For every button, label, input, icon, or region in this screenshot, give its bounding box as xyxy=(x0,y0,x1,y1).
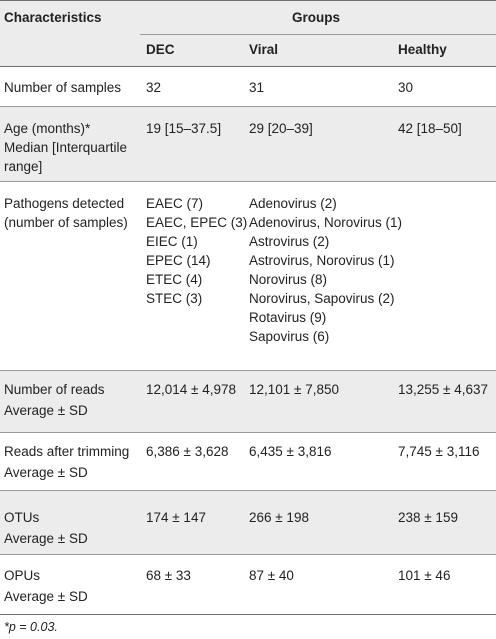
row-divider xyxy=(0,370,496,371)
cell-viral-pathogens: Adenovirus (2) Adenovirus, Norovirus (1)… xyxy=(249,194,402,346)
row-label-line1: Number of reads xyxy=(4,382,105,397)
pathogen-item: Norovirus (8) xyxy=(249,272,328,287)
header-bottom-rule xyxy=(0,66,496,67)
cell-dec: 174 ± 147 xyxy=(146,510,206,525)
cell-viral: 6,435 ± 3,816 xyxy=(249,444,332,459)
cell-healthy: 42 [18–50] xyxy=(398,121,462,136)
groups-rule xyxy=(140,34,496,35)
cell-viral: 266 ± 198 xyxy=(249,510,309,525)
cell-dec: 6,386 ± 3,628 xyxy=(146,444,229,459)
cell-healthy: 13,255 ± 4,637 xyxy=(398,382,488,397)
header-viral: Viral xyxy=(249,42,279,57)
header-characteristics: Characteristics xyxy=(4,10,102,25)
row-band xyxy=(0,491,496,554)
row-label: Number of samples xyxy=(4,80,122,95)
cell-viral: 31 xyxy=(249,80,265,95)
row-label-line2: Average ± SD xyxy=(4,531,88,546)
pathogen-item: STEC (3) xyxy=(146,291,203,306)
pathogen-item: Adenovirus, Norovirus (1) xyxy=(249,215,403,230)
row-divider xyxy=(0,490,496,491)
cell-healthy: 101 ± 46 xyxy=(398,568,451,583)
row-band xyxy=(0,371,496,432)
cell-dec: 68 ± 33 xyxy=(146,568,191,583)
cell-viral: 29 [20–39] xyxy=(249,121,313,136)
row-label-line2: Average ± SD xyxy=(4,403,88,418)
pathogen-item: Rotavirus (9) xyxy=(249,310,327,325)
footnote: *p = 0.03. xyxy=(4,620,58,634)
table-header-background xyxy=(0,0,496,67)
row-label-line2: (number of samples) xyxy=(4,215,128,230)
row-divider xyxy=(0,554,496,555)
cell-healthy: 7,745 ± 3,116 xyxy=(398,444,480,459)
row-label-line2: Median [Interquartile xyxy=(4,140,128,155)
pathogen-item: EAEC (7) xyxy=(146,196,204,211)
pathogen-item: Astrovirus, Norovirus (1) xyxy=(249,253,395,268)
header-groups: Groups xyxy=(292,10,341,25)
row-divider xyxy=(0,432,496,433)
cell-healthy: 30 xyxy=(398,80,414,95)
row-label-line2: Average ± SD xyxy=(4,589,88,604)
header-healthy: Healthy xyxy=(398,42,447,57)
cell-dec-pathogens: EAEC (7) EAEC, EPEC (3) EIEC (1) EPEC (1… xyxy=(146,194,247,308)
row-label-line3: range] xyxy=(4,159,43,174)
row-divider xyxy=(0,181,496,182)
cell-healthy: 238 ± 159 xyxy=(398,510,458,525)
row-label-line1: OPUs xyxy=(4,568,41,583)
pathogen-item: ETEC (4) xyxy=(146,272,203,287)
cell-dec: 19 [15–37.5] xyxy=(146,121,222,136)
pathogen-item: EIEC (1) xyxy=(146,234,198,249)
row-label-line2: Average ± SD xyxy=(4,465,88,480)
pathogen-item: EAEC, EPEC (3) xyxy=(146,215,248,230)
pathogen-item: Adenovirus (2) xyxy=(249,196,337,211)
row-band xyxy=(0,107,496,181)
header-dec: DEC xyxy=(146,42,175,57)
pathogen-item: Astrovirus (2) xyxy=(249,234,330,249)
cell-dec: 12,014 ± 4,978 xyxy=(146,382,236,397)
row-label-line1: Pathogens detected xyxy=(4,196,125,211)
row-label-line1: Reads after trimming xyxy=(4,444,130,459)
table-bottom-rule xyxy=(0,614,496,615)
pathogen-item: Sapovirus (6) xyxy=(249,329,330,344)
cell-viral: 12,101 ± 7,850 xyxy=(249,382,339,397)
row-label-line1: OTUs xyxy=(4,510,40,525)
row-divider xyxy=(0,106,496,107)
cell-viral: 87 ± 40 xyxy=(249,568,294,583)
row-label-line1: Age (months)* xyxy=(4,121,91,136)
pathogen-item: EPEC (14) xyxy=(146,253,211,268)
cell-dec: 32 xyxy=(146,80,162,95)
top-rule xyxy=(0,0,496,1)
pathogen-item: Norovirus, Sapovirus (2) xyxy=(249,291,395,306)
